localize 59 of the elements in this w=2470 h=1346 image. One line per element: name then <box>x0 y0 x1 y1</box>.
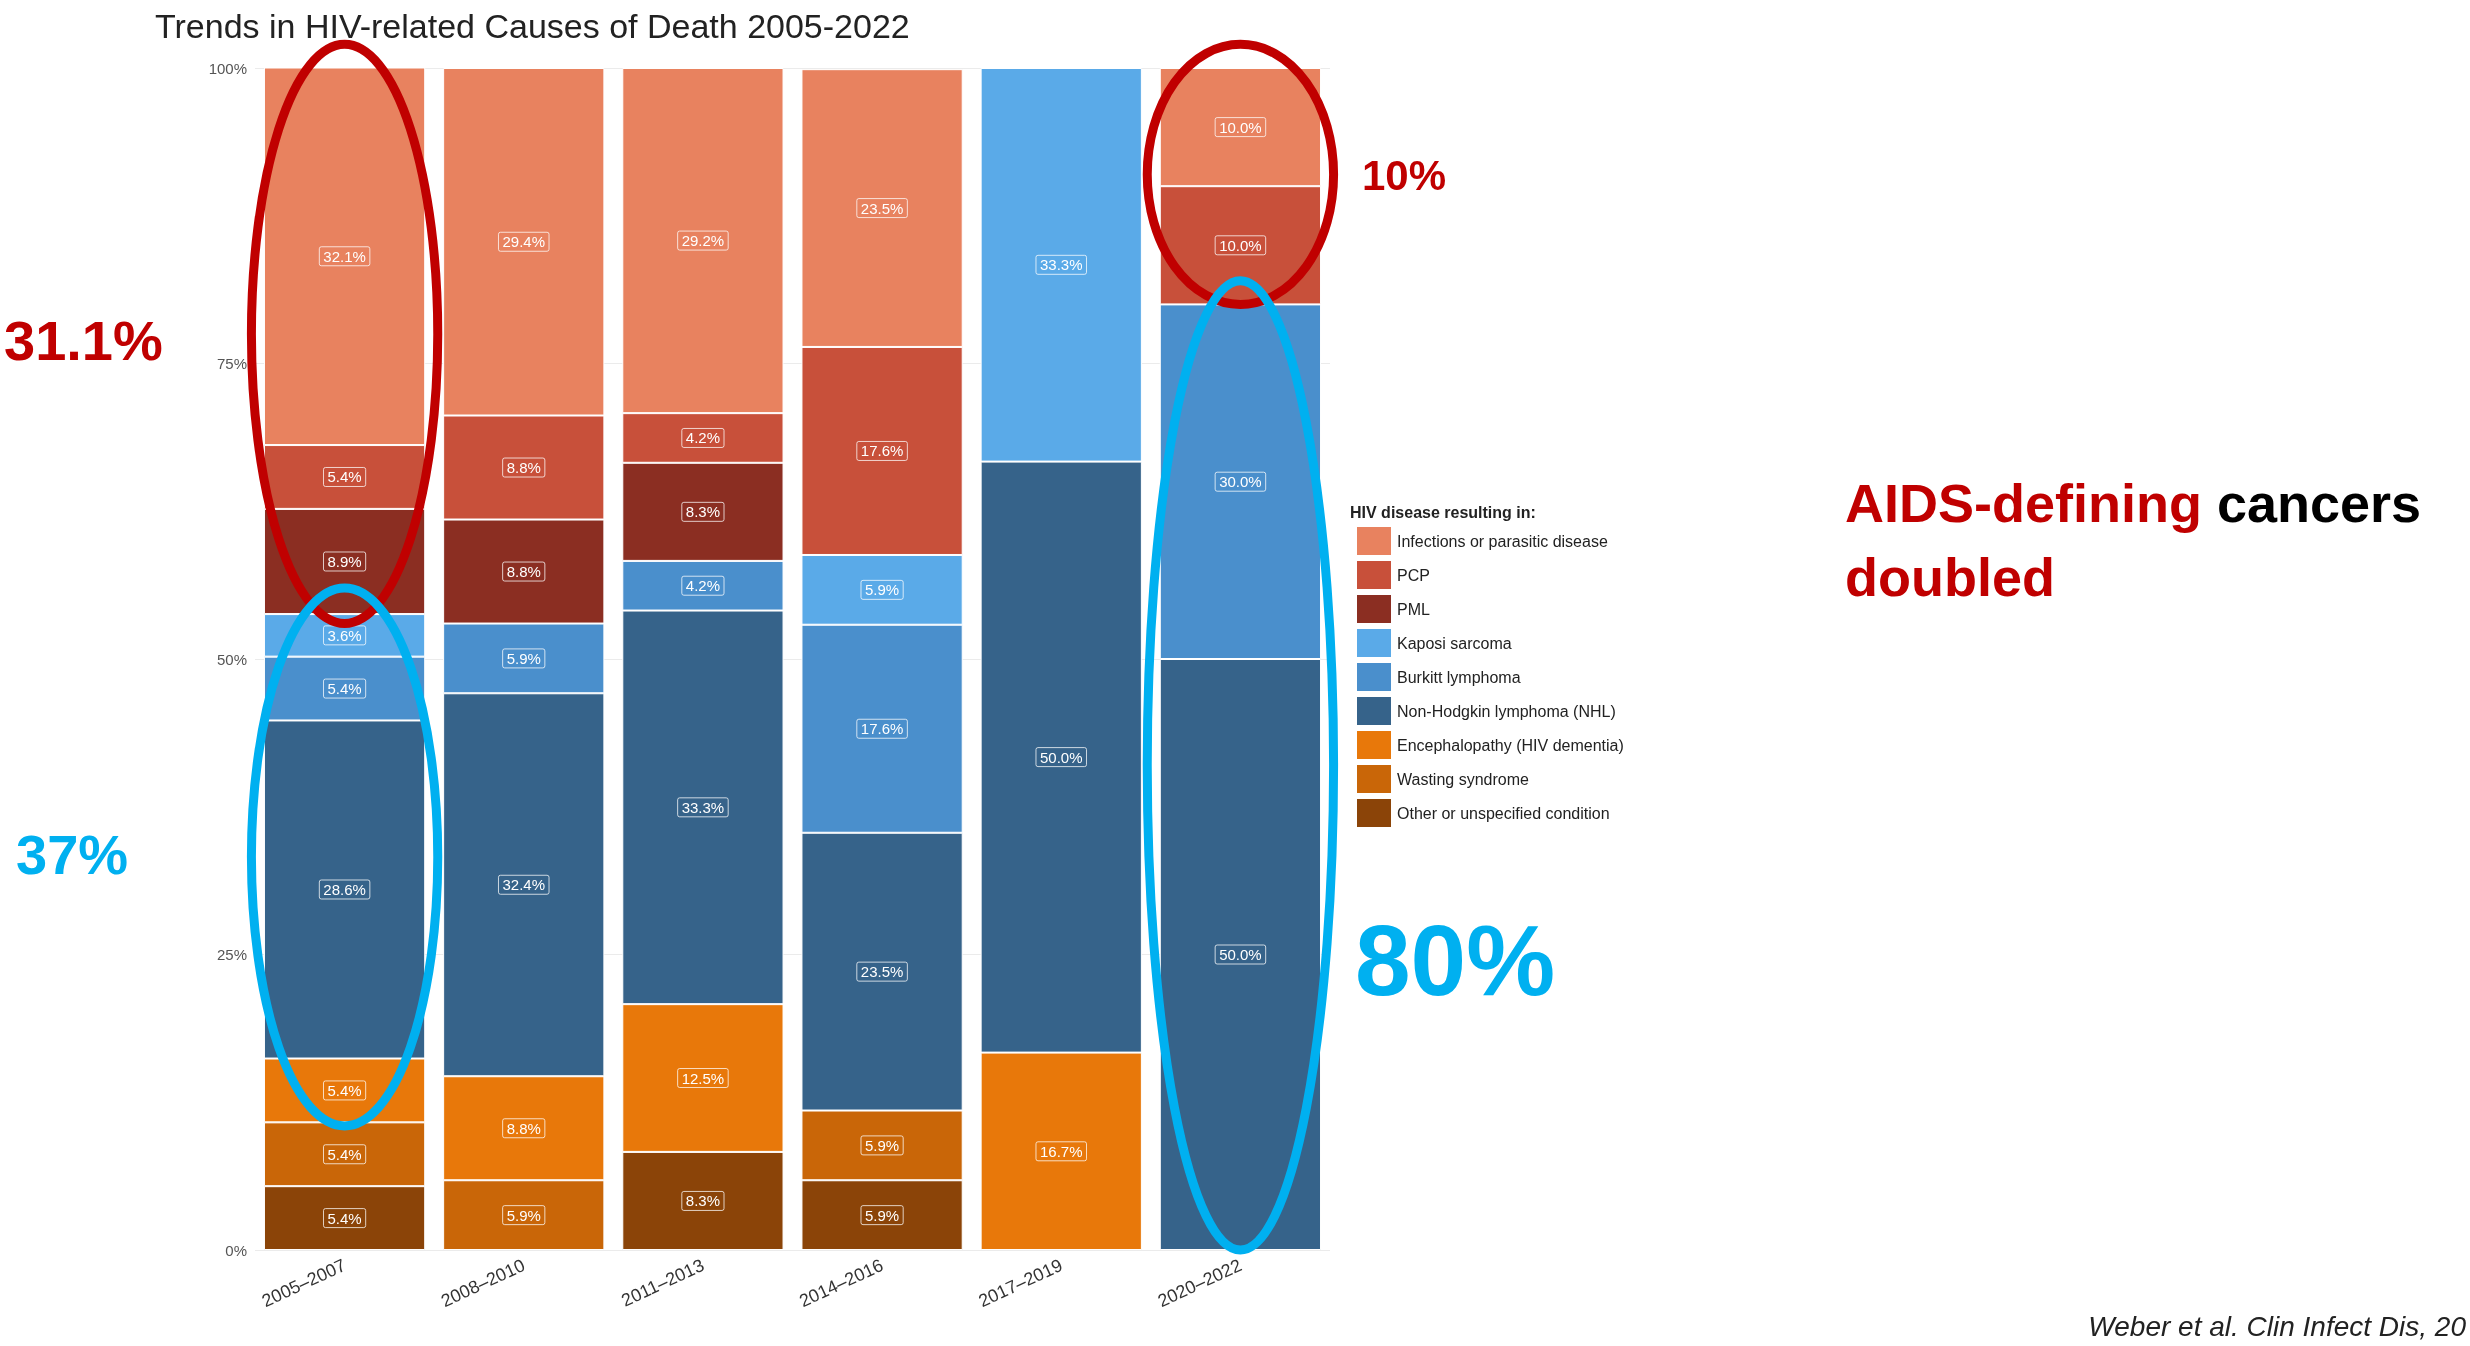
legend-label: Infections or parasitic disease <box>1397 532 1608 550</box>
legend-label: PML <box>1397 600 1430 618</box>
text: 31.1% <box>4 308 163 372</box>
data-label: 17.6% <box>860 720 904 738</box>
data-label: 5.9% <box>864 1206 900 1224</box>
text: 10% <box>1362 151 1447 199</box>
data-label: 17.6% <box>860 442 904 460</box>
data-label: 30.0% <box>1219 473 1262 491</box>
legend-label: Other or unspecified condition <box>1397 804 1610 822</box>
legend-label: Wasting syndrome <box>1397 770 1529 788</box>
data-label: 8.9% <box>327 552 362 570</box>
legend-label: Non-Hodgkin lymphoma (NHL) <box>1397 702 1616 720</box>
data-label: 5.4% <box>327 1209 362 1227</box>
legend-label: Kaposi sarcoma <box>1397 634 1512 652</box>
legend-label: Encephalopathy (HIV dementia) <box>1397 736 1624 754</box>
data-label: 4.2% <box>685 429 721 447</box>
legend-label: Burkitt lymphoma <box>1397 668 1521 686</box>
data-label: 23.5% <box>860 963 904 981</box>
data-label: 5.9% <box>506 1206 541 1224</box>
data-label: 10.0% <box>1219 118 1262 136</box>
data-label: 3.6% <box>327 626 362 644</box>
y-tick-label: 50% <box>216 650 247 668</box>
data-label: 10.0% <box>1219 236 1262 254</box>
y-tick-label: 75% <box>216 355 247 372</box>
y-tick-label: 0% <box>225 1241 247 1259</box>
data-label: 4.2% <box>685 577 721 595</box>
text: Weber et al. Clin Infect Dis, 20 <box>2088 1310 2467 1342</box>
data-label: 8.8% <box>506 1119 541 1137</box>
y-tick-label: 25% <box>216 946 247 963</box>
data-label: 5.4% <box>327 468 362 486</box>
data-label: 8.8% <box>506 459 541 477</box>
data-label: 50.0% <box>1219 946 1262 963</box>
data-label: 5.9% <box>506 649 541 667</box>
data-label: 8.3% <box>685 503 721 521</box>
data-label: 5.4% <box>327 1145 362 1163</box>
text: AIDS-defining cancers doubled <box>1845 473 2422 607</box>
data-label: 32.4% <box>502 876 546 894</box>
data-label: 32.1% <box>323 247 366 265</box>
data-label: 50.0% <box>1039 748 1083 766</box>
data-label: 23.5% <box>860 199 904 217</box>
data-label: 5.9% <box>864 1136 900 1154</box>
data-label: 29.2% <box>681 232 725 250</box>
data-label: 5.9% <box>864 581 900 599</box>
data-label: 8.3% <box>685 1192 721 1210</box>
data-label: 33.3% <box>1039 256 1083 274</box>
legend-label: PCP <box>1397 566 1430 584</box>
data-label: 33.3% <box>681 798 725 816</box>
y-tick-label: 100% <box>208 59 247 77</box>
data-label: 5.4% <box>327 1081 362 1099</box>
data-label: 12.5% <box>681 1069 725 1087</box>
legend-title: HIV disease resulting in: <box>1350 503 1536 521</box>
data-label: 8.8% <box>506 563 541 581</box>
data-label: 29.4% <box>502 233 546 251</box>
data-label: 5.4% <box>327 680 362 698</box>
data-label: 28.6% <box>323 880 366 898</box>
text: 37% <box>16 822 129 886</box>
text: 80% <box>1355 904 1556 1016</box>
data-label: 16.7% <box>1039 1142 1083 1160</box>
chart-title: Trends in HIV-related Causes of Death 2005-2022 <box>155 7 910 45</box>
